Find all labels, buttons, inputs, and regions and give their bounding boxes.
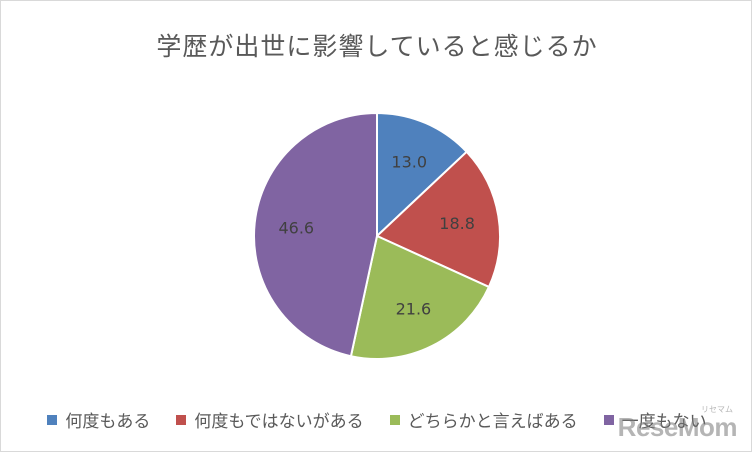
data-label-1: 13.0 <box>391 152 427 171</box>
legend-label-4: 一度もない <box>621 412 707 432</box>
legend-label-1: 何度もある <box>65 412 151 432</box>
legend-item-1: 何度もある <box>47 407 150 432</box>
legend-label-3: どちらかと言えばある <box>407 412 578 432</box>
data-label-3: 21.6 <box>396 300 432 319</box>
pie-slice-1 <box>376 111 469 239</box>
legend-item-3: どちらかと言えばある <box>389 407 578 432</box>
pie-slice-2 <box>375 150 501 289</box>
pie-slice-4 <box>253 111 378 358</box>
legend-label-2: 何度もではないがある <box>194 412 364 432</box>
legend-swatch-3 <box>389 414 400 425</box>
watermark-subtext: リセマム <box>701 405 733 414</box>
legend-swatch-4 <box>603 414 614 425</box>
legend-item-2: 何度もではないがある <box>176 407 364 432</box>
data-label-2: 18.8 <box>439 214 475 233</box>
chart-title: 学歴が出世に影響していると感じるか <box>156 32 598 61</box>
data-label-4: 46.6 <box>278 218 314 237</box>
watermark-logo: ReseMom <box>617 412 738 442</box>
legend-item-4: 一度もない <box>603 407 707 432</box>
legend-swatch-1 <box>47 414 58 425</box>
pie-slice-3 <box>349 234 491 360</box>
legend: 何度もある 何度もではないがある どちらかと言えばある 一度もない <box>1 407 752 432</box>
legend-swatch-2 <box>176 414 187 425</box>
